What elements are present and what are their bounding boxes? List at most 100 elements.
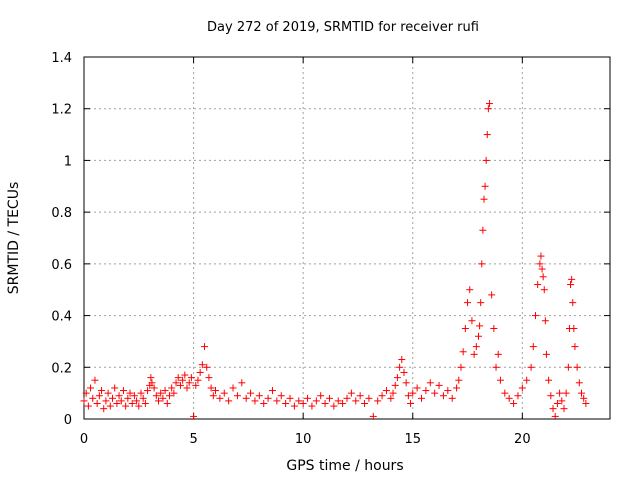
data-point bbox=[179, 376, 187, 384]
data-point bbox=[80, 397, 88, 405]
data-point bbox=[334, 397, 342, 405]
data-point bbox=[141, 399, 149, 407]
data-point bbox=[501, 389, 509, 397]
data-point bbox=[409, 389, 417, 397]
data-point bbox=[126, 389, 134, 397]
data-point bbox=[527, 363, 535, 371]
data-point bbox=[159, 394, 167, 402]
data-point bbox=[317, 392, 325, 400]
data-point bbox=[312, 397, 320, 405]
data-point bbox=[492, 363, 500, 371]
data-point bbox=[398, 356, 406, 364]
y-tick-label: 0 bbox=[64, 413, 72, 428]
data-point bbox=[321, 399, 329, 407]
x-tick-label: 0 bbox=[80, 432, 88, 447]
data-point bbox=[98, 387, 106, 395]
data-point bbox=[482, 156, 490, 164]
data-point bbox=[207, 384, 215, 392]
y-tick-label: 1.2 bbox=[51, 103, 72, 118]
data-point bbox=[575, 379, 583, 387]
data-point bbox=[201, 343, 209, 351]
data-point bbox=[352, 397, 360, 405]
data-point bbox=[369, 412, 377, 420]
data-point bbox=[220, 389, 228, 397]
x-tick-label: 15 bbox=[404, 432, 421, 447]
grid bbox=[84, 57, 610, 419]
y-tick-label: 0.2 bbox=[51, 361, 72, 376]
y-tick-label: 1.4 bbox=[51, 51, 72, 66]
data-point bbox=[553, 399, 561, 407]
data-point bbox=[453, 384, 461, 392]
data-point bbox=[545, 376, 553, 384]
data-point bbox=[387, 394, 395, 402]
data-point bbox=[374, 397, 382, 405]
data-point bbox=[135, 402, 143, 410]
data-point bbox=[567, 281, 575, 289]
data-point bbox=[174, 374, 182, 382]
data-point bbox=[571, 343, 579, 351]
data-point bbox=[580, 394, 588, 402]
data-point bbox=[82, 389, 90, 397]
y-axis: 0 0.2 0.4 0.6 0.8 1 1.2 1.4 bbox=[51, 51, 610, 428]
data-point bbox=[117, 397, 125, 405]
data-point bbox=[448, 394, 456, 402]
data-point bbox=[477, 299, 485, 307]
data-point bbox=[534, 281, 542, 289]
data-point bbox=[529, 343, 537, 351]
data-point bbox=[286, 394, 294, 402]
data-point bbox=[93, 399, 101, 407]
data-point bbox=[194, 376, 202, 384]
data-point bbox=[407, 399, 415, 407]
data-point bbox=[216, 394, 224, 402]
data-point bbox=[91, 376, 99, 384]
data-point bbox=[435, 381, 443, 389]
data-point bbox=[413, 384, 421, 392]
data-point bbox=[461, 325, 469, 332]
data-point bbox=[539, 273, 547, 281]
data-point bbox=[402, 379, 410, 387]
data-point bbox=[212, 387, 219, 395]
data-point bbox=[137, 389, 145, 397]
data-point bbox=[400, 368, 408, 376]
data-point bbox=[505, 394, 513, 402]
data-point bbox=[152, 392, 160, 400]
data-point bbox=[518, 384, 526, 392]
data-point bbox=[260, 399, 268, 407]
x-tick-label: 5 bbox=[189, 432, 197, 447]
data-point bbox=[238, 379, 246, 387]
data-point bbox=[181, 371, 189, 379]
data-point bbox=[523, 376, 531, 384]
data-point bbox=[150, 384, 158, 392]
y-tick-label: 1 bbox=[64, 154, 72, 169]
data-point bbox=[484, 105, 492, 113]
data-point bbox=[168, 384, 176, 392]
data-point bbox=[290, 402, 298, 410]
data-point bbox=[422, 387, 430, 395]
data-point bbox=[378, 392, 386, 400]
data-point bbox=[205, 374, 213, 382]
data-point bbox=[190, 412, 198, 420]
data-point bbox=[475, 332, 482, 340]
y-tick-label: 0.8 bbox=[51, 206, 72, 221]
data-point bbox=[396, 363, 404, 371]
data-point bbox=[277, 392, 285, 400]
data-point bbox=[330, 402, 338, 410]
data-point bbox=[304, 394, 312, 402]
data-point bbox=[347, 389, 355, 397]
data-point bbox=[569, 299, 577, 307]
data-point bbox=[251, 397, 259, 405]
data-point bbox=[562, 389, 570, 397]
data-points bbox=[80, 100, 590, 420]
data-point bbox=[444, 387, 452, 395]
data-point bbox=[163, 399, 171, 407]
data-point bbox=[89, 394, 97, 402]
data-point bbox=[459, 348, 467, 356]
data-point bbox=[185, 379, 193, 387]
data-point bbox=[183, 384, 191, 392]
data-point bbox=[365, 394, 373, 402]
data-point bbox=[339, 399, 347, 407]
x-axis-label: GPS time / hours bbox=[286, 458, 403, 474]
data-point bbox=[113, 399, 121, 407]
data-point bbox=[325, 394, 333, 402]
